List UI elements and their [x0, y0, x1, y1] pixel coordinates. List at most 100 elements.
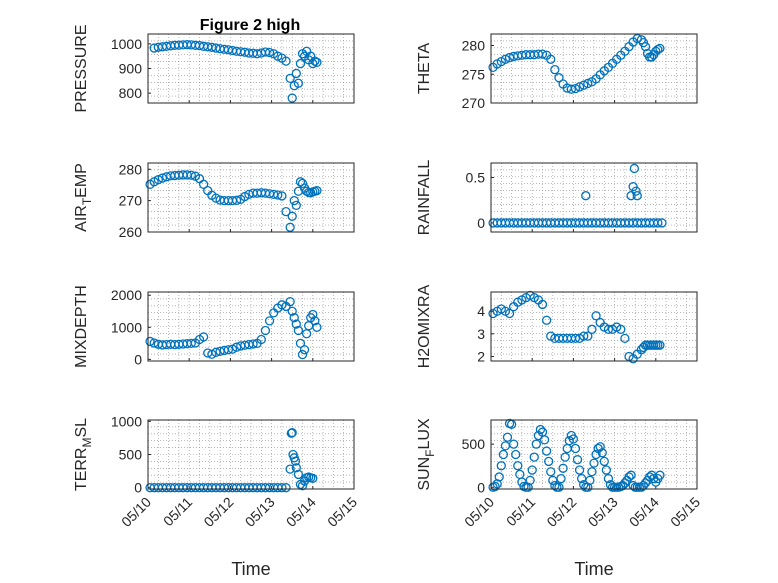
data-point: [198, 179, 209, 189]
data-point: [599, 456, 609, 467]
y-tick-label: 3: [477, 326, 485, 342]
data-point: [287, 306, 297, 316]
data-series: [488, 33, 665, 94]
data-point: [287, 427, 297, 438]
grid-lines: [148, 292, 354, 361]
data-point: [570, 83, 581, 94]
data-point: [572, 455, 583, 465]
data-point: [285, 464, 295, 474]
data-point: [211, 347, 221, 357]
x-tick-label: 05/14: [626, 494, 662, 530]
data-point: [285, 222, 295, 232]
data-point: [500, 54, 511, 64]
grid-lines: [148, 163, 354, 232]
data-point: [655, 43, 665, 54]
data-point: [583, 331, 593, 341]
data-point: [546, 467, 556, 477]
data-point: [310, 56, 320, 66]
y-tick-label: 275: [462, 66, 486, 82]
y-tick-label: 900: [119, 61, 143, 77]
y-tick-label: 500: [119, 447, 143, 463]
y-axis-label: THETA: [416, 43, 433, 95]
data-series: [145, 296, 322, 360]
subplot-3: 260 270 280 AIRTEMP: [73, 161, 355, 240]
data-point: [295, 177, 306, 187]
data-point: [312, 57, 322, 67]
data-series: [488, 163, 667, 228]
data-point: [603, 473, 614, 484]
data-point: [231, 195, 242, 205]
y-axis-label: AIRTEMP: [73, 163, 94, 232]
data-point: [595, 442, 605, 452]
x-tick-label: 05/13: [242, 494, 278, 530]
y-tick-label: 500: [462, 436, 486, 452]
data-point: [554, 73, 564, 83]
data-point: [568, 434, 579, 444]
y-axis-label: TERRMSL: [73, 418, 94, 491]
y-tick-label: 0: [477, 479, 485, 495]
y-tick-label: 2000: [111, 287, 142, 303]
axes-box: [490, 291, 698, 362]
figure-title: Figure 2 high: [200, 17, 300, 34]
data-point: [297, 481, 308, 491]
data-point: [287, 211, 297, 221]
data-point: [537, 299, 548, 310]
data-point: [636, 35, 647, 45]
data-point: [558, 463, 568, 473]
data-point: [308, 473, 318, 484]
data-point: [297, 349, 308, 360]
data-point: [581, 191, 591, 201]
data-point: [281, 206, 291, 217]
data-point: [198, 332, 209, 342]
data-point: [281, 483, 291, 493]
data-point: [616, 324, 626, 334]
data-point: [502, 432, 513, 442]
subplot-2: 270 275 280 THETA: [416, 33, 698, 111]
data-point: [653, 218, 663, 228]
y-tick-label: 1000: [111, 413, 142, 429]
subplot-5: 0 1000 2000 MIXDEPTH: [73, 285, 355, 368]
data-point: [291, 68, 301, 79]
data-point: [297, 178, 308, 189]
data-point: [289, 313, 299, 323]
data-point: [539, 435, 550, 445]
data-point: [556, 473, 566, 484]
data-point: [295, 338, 306, 348]
subplot-7: 0 500 1000 05/10 05/11 05/12 05/13 05/14 05/15 TE…: [73, 413, 360, 530]
data-point: [579, 331, 589, 341]
data-point: [248, 339, 258, 349]
data-point: [560, 452, 570, 462]
y-tick-label: 800: [119, 85, 143, 101]
x-axis-label-left: Time: [231, 559, 270, 579]
data-point: [631, 186, 641, 196]
data-point: [312, 185, 322, 196]
grid-lines: [148, 34, 354, 103]
x-tick-label: 05/15: [324, 494, 360, 530]
data-point: [186, 338, 196, 348]
data-point: [504, 308, 515, 319]
data-point: [597, 448, 607, 458]
axes-box: [147, 162, 355, 233]
data-point: [291, 200, 301, 210]
data-point: [293, 78, 304, 88]
data-point: [157, 173, 168, 183]
data-point: [149, 338, 159, 348]
data-point: [550, 480, 560, 491]
data-point: [511, 449, 521, 460]
data-point: [574, 465, 585, 475]
data-point: [285, 296, 295, 307]
data-point: [312, 322, 322, 332]
data-point: [289, 195, 299, 206]
data-point: [293, 325, 304, 336]
data-point: [494, 472, 504, 482]
data-point: [308, 58, 318, 69]
y-axis-label: SUNFLUX: [416, 418, 437, 491]
data-point: [550, 65, 560, 75]
data-point: [153, 174, 163, 185]
y-tick-label: 0: [134, 480, 142, 496]
data-point: [587, 467, 597, 477]
x-tick-label: 05/10: [118, 494, 154, 530]
grid-lines: [148, 420, 354, 489]
y-tick-label: 280: [119, 161, 143, 177]
